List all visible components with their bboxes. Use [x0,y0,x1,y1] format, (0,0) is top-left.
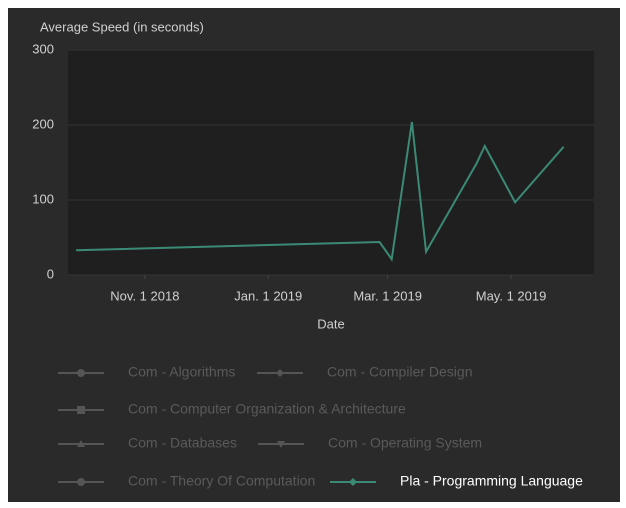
legend-label[interactable]: Com - Compiler Design [327,364,472,380]
legend-label[interactable]: Com - Computer Organization & Architectu… [128,401,406,417]
legend-marker [77,440,85,447]
x-axis-title: Date [317,316,344,331]
y-tick-label: 100 [32,191,54,206]
y-tick-label: 200 [32,116,54,131]
chart-title: Average Speed (in seconds) [40,19,204,34]
legend-label[interactable]: Com - Theory Of Computation [128,473,315,489]
series-line [76,121,565,262]
plot-area [68,50,594,275]
legend-label[interactable]: Pla - Programming Language [400,473,583,489]
legend-marker [277,441,285,448]
x-tick-label: Nov. 1 2018 [110,288,179,303]
y-tick-label: 0 [47,266,54,281]
legend-label[interactable]: Com - Algorithms [128,364,235,380]
legend-marker [276,369,284,377]
legend-label[interactable]: Com - Databases [128,435,237,451]
x-tick-label: Jan. 1 2019 [234,288,302,303]
x-tick-label: Mar. 1 2019 [353,288,422,303]
y-tick-label: 300 [32,41,54,56]
legend-marker [77,369,85,377]
legend-marker [77,406,85,414]
legend-marker [77,478,85,486]
legend-label[interactable]: Com - Operating System [328,435,482,451]
legend-marker [349,478,357,486]
x-tick-label: May. 1 2019 [476,288,547,303]
